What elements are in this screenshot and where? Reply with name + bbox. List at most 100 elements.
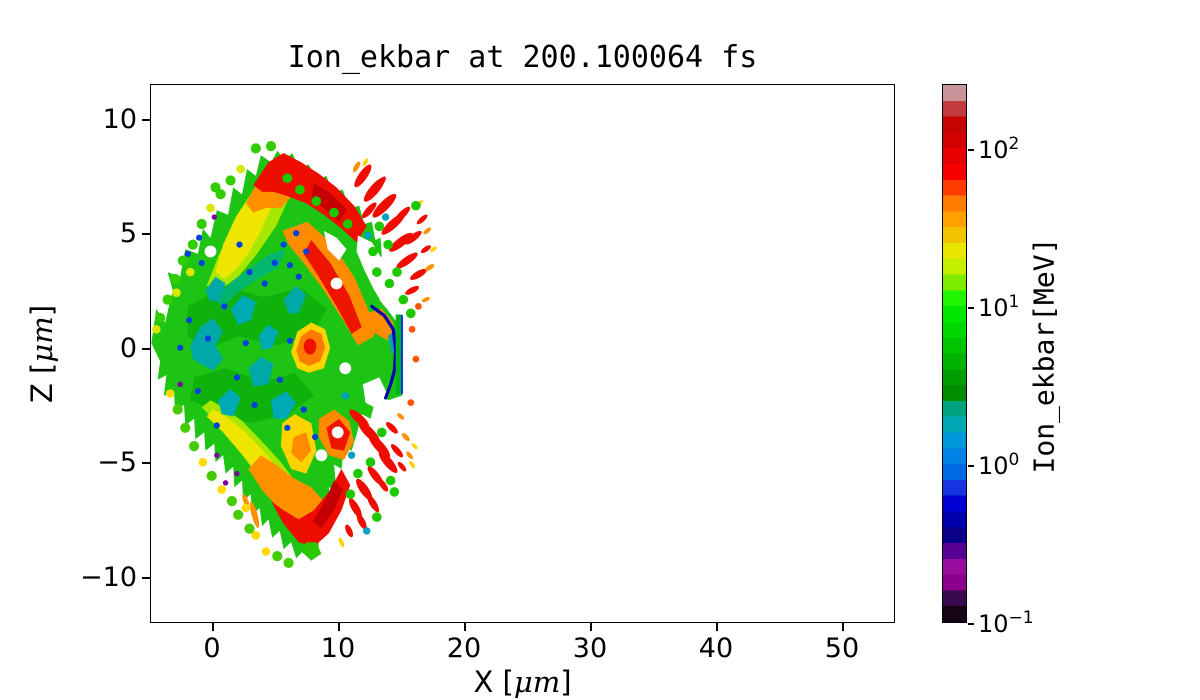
region-white-notch-mid — [323, 230, 347, 261]
region-teal-flecks-right — [363, 527, 371, 535]
region-right-middle-specks — [415, 303, 422, 310]
colorbar-tick-mark — [968, 149, 974, 151]
region-blue-specks — [303, 248, 310, 255]
region-yellow-tips-lower-right — [338, 537, 345, 548]
colorbar-tick-mark — [968, 307, 974, 309]
region-teal-patch-6 — [218, 388, 241, 417]
x-tick-label: 50 — [824, 633, 860, 664]
x-tick-mark — [841, 623, 844, 631]
region-blue-specks — [284, 424, 291, 431]
region-green-flecks-right — [372, 267, 382, 277]
y-tick-label: 5 — [119, 218, 137, 250]
colorbar — [942, 84, 967, 623]
region-edge-flecks-upper-left-green — [177, 255, 188, 266]
region-green-flecks-right — [343, 219, 353, 229]
colorbar-tick-label: 10−1 — [978, 608, 1034, 638]
region-blue-specks — [184, 250, 191, 257]
region-edge-flecks-lower-left-green — [226, 496, 237, 507]
region-edge-flecks-lower-left-green — [244, 523, 255, 534]
region-right-middle-specks — [412, 355, 420, 363]
region-edge-flecks-upper-left-green — [170, 273, 181, 285]
region-blue-specks — [233, 374, 240, 381]
region-orange-fringe-lower-right — [401, 432, 410, 442]
region-red-spokes-upper-right — [396, 252, 418, 269]
region-purple-specks — [222, 480, 229, 486]
region-red-spokes-upper-right — [354, 164, 372, 188]
y-axis-label-text: Z [ — [25, 362, 59, 404]
x-axis-unit: μm — [513, 665, 561, 699]
region-edge-flecks-lower-left-green — [283, 557, 294, 568]
region-green-flecks-right — [368, 246, 378, 257]
colorbar-tick-label: 102 — [978, 134, 1020, 164]
region-orange-fringe-lower-right — [250, 501, 260, 528]
region-hotspot-red-core — [303, 338, 317, 355]
region-edge-flecks-upper-left-yellow — [186, 267, 195, 277]
x-tick-mark — [589, 623, 592, 631]
region-blue-specks — [251, 401, 258, 408]
colorbar-label: Ion_ekbar[MeV] — [932, 238, 1112, 474]
region-blue-specks — [300, 406, 307, 413]
y-axis-label-close: ] — [25, 304, 59, 317]
region-blue-specks — [177, 344, 184, 351]
region-blue-specks — [204, 335, 212, 342]
region-white-holes — [330, 277, 343, 290]
x-tick-mark — [463, 623, 466, 631]
region-green-tip-bottom — [301, 542, 322, 561]
x-tick-mark — [337, 623, 340, 631]
region-purple-specks — [234, 470, 240, 477]
region-orange-arc-lower — [248, 455, 324, 520]
region-teal-diagonal-upper — [213, 249, 287, 307]
x-tick-label: 40 — [698, 633, 734, 664]
region-yellow-tips-upper-right — [430, 246, 437, 252]
region-red-spokes-lower-right — [356, 514, 367, 530]
region-edge-flecks-upper-left-yellow — [152, 325, 161, 334]
x-tick-label: 10 — [320, 633, 356, 664]
region-orange-fringe-upper-right — [425, 264, 435, 271]
region-teal-flecks-right — [381, 213, 390, 221]
region-edge-flecks-lower-left-yellow — [261, 547, 271, 556]
region-red-spokes-lower-right — [390, 444, 404, 458]
plot-title: Ion_ekbar at 200.100064 fs — [287, 40, 758, 75]
region-darkred-arc-bottom — [312, 480, 343, 529]
region-orange-patch-lower-mid — [291, 432, 312, 463]
region-red-spokes-upper-right — [405, 285, 420, 295]
x-tick-mark — [715, 623, 718, 631]
region-red-spokes-lower-right — [368, 434, 391, 458]
y-tick-mark — [142, 576, 150, 579]
colorbar-tick-label: 100 — [978, 450, 1020, 480]
region-green-flecks-right — [411, 200, 421, 211]
region-yellow-tips-lower-right — [411, 443, 418, 450]
region-edge-flecks-upper-left-green — [162, 294, 173, 305]
region-edge-flecks-upper-left-green — [250, 143, 261, 154]
region-green-flecks-right — [365, 457, 376, 468]
region-edge-flecks-lower-left-green — [180, 422, 191, 433]
region-teal-patch-2 — [230, 295, 256, 325]
region-green-flecks-right — [345, 489, 356, 500]
region-yellow-tips-lower-right — [409, 460, 416, 469]
region-green-flecks-right — [374, 221, 385, 232]
region-blue-specks — [236, 241, 243, 248]
region-red-spokes-upper-right — [404, 230, 422, 245]
region-edge-flecks-upper-left-green — [225, 175, 236, 186]
region-orange-fringe-lower-right — [397, 413, 405, 420]
region-blue-specks — [312, 433, 319, 441]
region-red-spokes-lower-right — [345, 524, 354, 538]
region-blue-specks — [213, 422, 220, 429]
region-edge-flecks-upper-left-green — [265, 141, 277, 152]
region-red-arc-bottom — [271, 469, 351, 547]
region-red-spokes-lower-right — [385, 422, 398, 434]
region-red-spokes-upper-right — [389, 232, 413, 252]
region-red-spokes-lower-right — [397, 461, 407, 472]
region-green-flecks-right — [282, 173, 293, 183]
region-blue-specks — [295, 273, 302, 280]
region-orange-fringe-upper-right — [421, 296, 430, 303]
region-blue-specks — [286, 262, 293, 269]
region-edge-flecks-lower-left-yellow — [165, 389, 175, 398]
region-red-spokes-upper-right — [361, 202, 377, 219]
region-red-spokes-upper-right — [420, 245, 431, 254]
region-green-flecks-right — [383, 239, 393, 250]
region-red-spokes-upper-right — [372, 193, 397, 218]
region-green-flecks-right — [329, 207, 339, 218]
region-green-flecks-right — [398, 294, 409, 305]
region-green-flecks-right — [295, 184, 305, 195]
